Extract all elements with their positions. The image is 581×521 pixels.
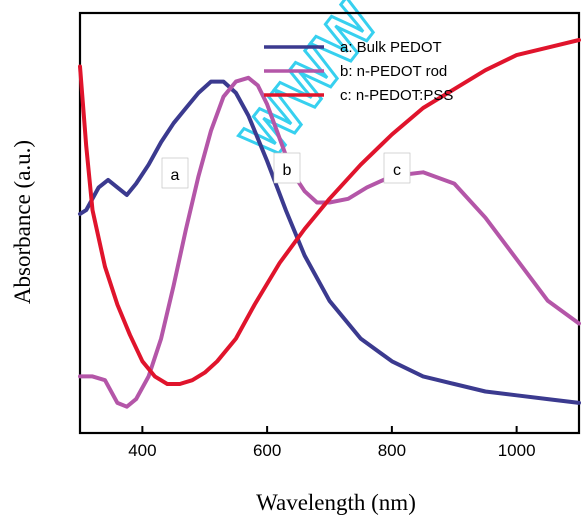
series-line-c	[78, 38, 581, 386]
series-group	[78, 38, 581, 409]
legend-label-a: a: Bulk PEDOT	[340, 39, 442, 56]
curve-label-b: b	[273, 152, 301, 184]
curve-label-c: c	[383, 152, 411, 184]
legend: a: Bulk PEDOT b: n-PEDOT rod c: n-PEDOT:PS…	[264, 39, 453, 104]
svg-text:b: b	[283, 162, 292, 179]
legend-label-b: b: n-PEDOT rod	[340, 63, 447, 80]
svg-text:a: a	[171, 167, 180, 184]
x-axis-label: Wavelength (nm)	[256, 490, 416, 515]
x-axis-ticks: 400 600 800 1000	[128, 426, 536, 460]
curve-labels: a b c	[161, 152, 411, 189]
svg-text:c: c	[393, 162, 401, 179]
x-tick-label-2: 800	[378, 441, 406, 460]
x-tick-label-0: 400	[128, 441, 156, 460]
watermark: WWW	[229, 0, 392, 171]
y-axis-label: Absorbance (a.u.)	[10, 140, 35, 304]
curve-label-a: a	[161, 157, 189, 189]
legend-label-c: c: n-PEDOT:PSS	[340, 87, 453, 104]
plot-frame	[78, 11, 581, 435]
series-line-b	[78, 75, 581, 409]
x-tick-label-1: 600	[253, 441, 281, 460]
x-tick-label-3: 1000	[498, 441, 536, 460]
